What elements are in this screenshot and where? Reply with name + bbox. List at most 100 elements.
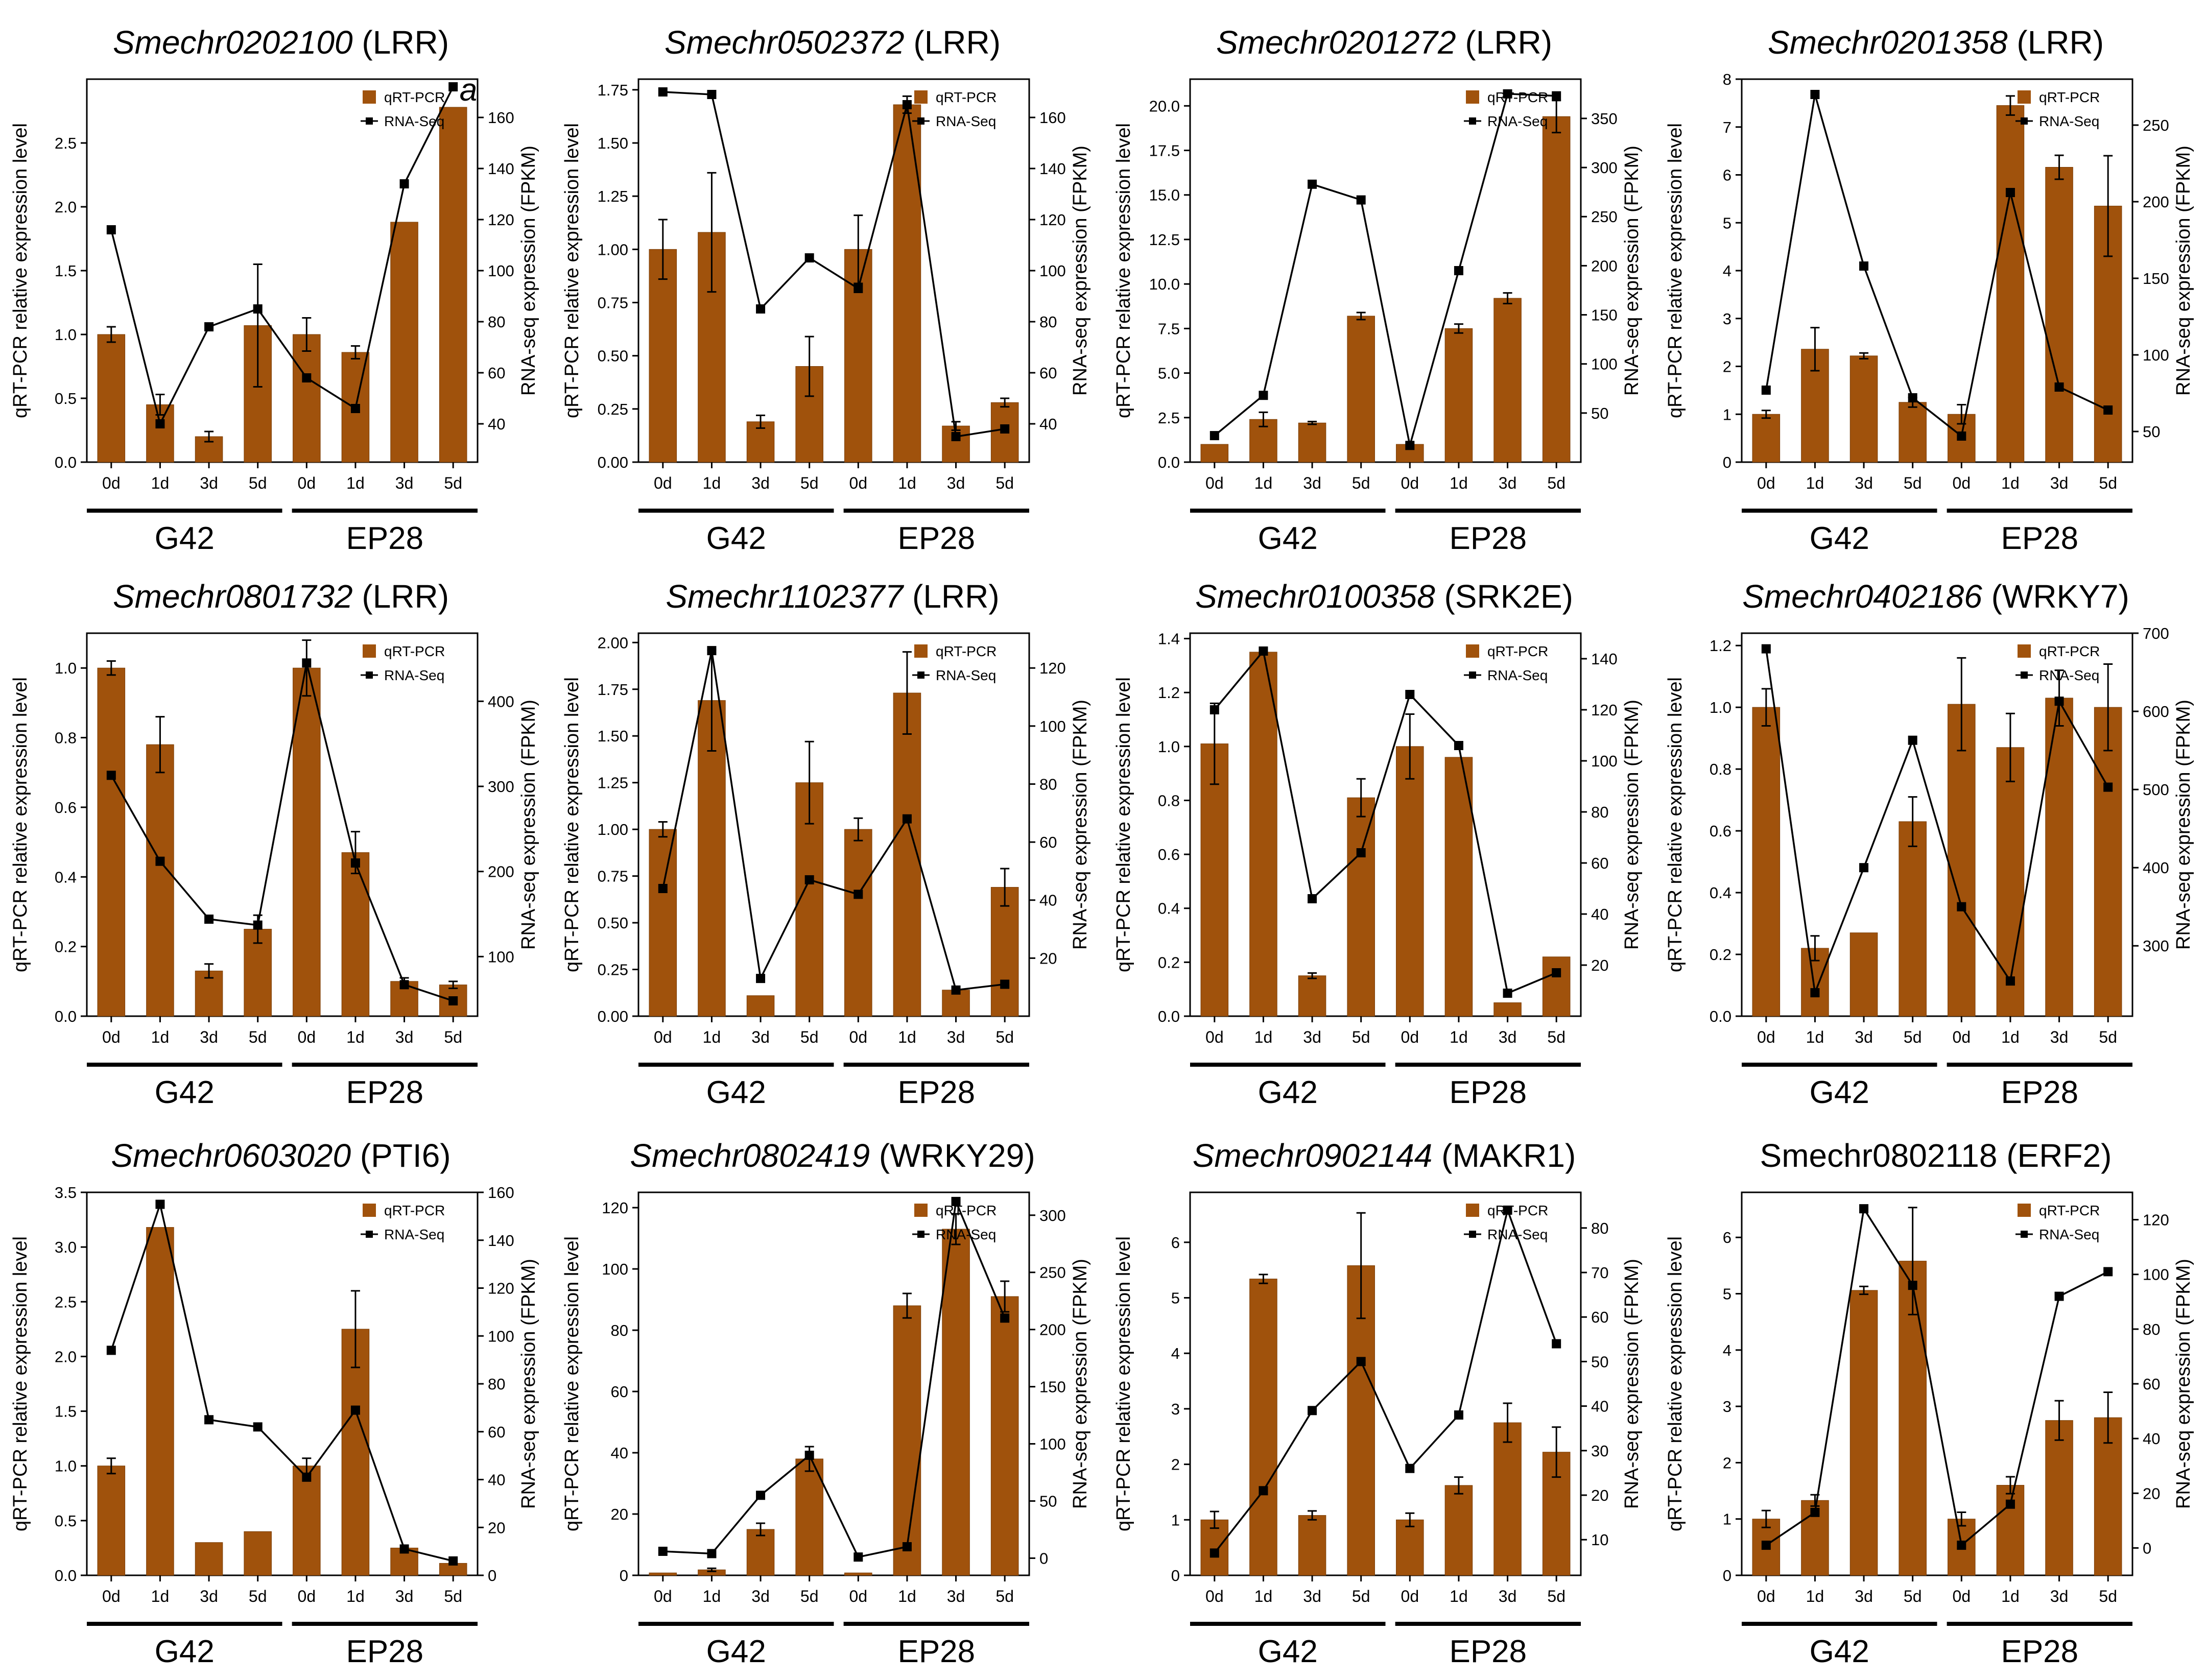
- gene-annotation: (LRR): [903, 578, 999, 615]
- left-tick-label: 6: [1723, 166, 1731, 184]
- x-tick-label: 5d: [444, 1028, 462, 1046]
- rna-seq-point-8: [448, 1556, 458, 1566]
- left-tick-label: 10.0: [1149, 275, 1180, 293]
- left-tick-label: 1.0: [55, 326, 77, 344]
- bar-7: [2045, 167, 2073, 463]
- rna-seq-point-2: [707, 646, 717, 656]
- x-tick-label: 3d: [1303, 1587, 1321, 1605]
- rna-seq-point-4: [253, 920, 263, 930]
- group-label: EP28: [1449, 1075, 1527, 1110]
- right-tick-label: 300: [488, 778, 514, 796]
- chart-panel-8: Smechr0402186 (WRKY7) 0.0 0.2 0.4 0.6 0.8 1.0 1…: [1665, 578, 2194, 1110]
- right-tick-label: 40: [488, 1471, 505, 1489]
- rna-seq-point-2: [707, 90, 717, 99]
- x-tick-label: 1d: [1806, 1028, 1824, 1046]
- left-tick-label: 1.50: [598, 134, 628, 152]
- right-tick-label: 300: [1039, 1207, 1066, 1225]
- x-tick-label: 5d: [1352, 474, 1370, 492]
- rna-seq-point-8: [2103, 782, 2113, 792]
- right-tick-label: 700: [2143, 625, 2169, 642]
- left-tick-label: 0: [1723, 453, 1731, 471]
- bar-5: [844, 829, 872, 1017]
- legend-bar-swatch: [914, 1204, 928, 1217]
- right-tick-label: 40: [1039, 415, 1057, 433]
- rna-seq-line: [1765, 649, 2109, 996]
- gene-annotation: (PTI6): [351, 1137, 451, 1174]
- left-tick-label: 0.0: [55, 453, 77, 471]
- x-tick-label: 0d: [654, 474, 672, 492]
- bar-3: [1849, 932, 1878, 1017]
- legend-line-label: RNA-Seq: [936, 667, 996, 683]
- x-tick-label: 0d: [1205, 1028, 1224, 1046]
- legend-line-label: RNA-Seq: [2039, 113, 2099, 129]
- left-tick-label: 0.75: [598, 868, 628, 885]
- left-tick-label: 100: [602, 1260, 628, 1278]
- group-label: EP28: [897, 521, 975, 556]
- gene-name: Smechr0201272: [1216, 24, 1456, 61]
- x-tick-label: 1d: [1450, 1028, 1468, 1046]
- x-tick-label: 0d: [654, 1587, 672, 1605]
- legend-bar-swatch: [1466, 90, 1479, 104]
- right-tick-label: 120: [1039, 211, 1066, 229]
- rna-seq-point-6: [902, 100, 912, 109]
- bar-8: [2094, 1417, 2122, 1576]
- bar-1: [97, 667, 126, 1017]
- rna-seq-point-8: [448, 996, 458, 1005]
- left-axis-title: qRT-PCR relative expression level: [1113, 123, 1134, 418]
- right-tick-label: 60: [488, 364, 505, 382]
- left-tick-label: 0.4: [1710, 884, 1731, 902]
- right-tick-label: 0: [488, 1567, 496, 1585]
- legend-line-marker: [917, 1231, 924, 1238]
- x-tick-label: 3d: [947, 474, 965, 492]
- legend-line-marker: [366, 671, 373, 679]
- rna-seq-point-7: [399, 980, 409, 990]
- legend-line-label: RNA-Seq: [2039, 1227, 2099, 1242]
- x-tick-label: 5d: [1904, 1028, 1922, 1046]
- x-tick-label: 0d: [849, 474, 868, 492]
- right-tick-label: 140: [488, 1232, 514, 1250]
- rna-seq-point-6: [902, 814, 912, 824]
- gene-name: Smechr1102377: [666, 578, 904, 615]
- x-tick-label: 3d: [751, 474, 770, 492]
- x-tick-label: 3d: [2050, 474, 2069, 492]
- left-tick-label: 0.2: [55, 938, 77, 956]
- legend-line-marker: [1469, 1231, 1476, 1238]
- bar-4: [1347, 797, 1375, 1017]
- x-tick-label: 0d: [1205, 474, 1224, 492]
- right-tick-label: 50: [2143, 423, 2160, 441]
- x-tick-label: 0d: [1953, 1028, 1971, 1046]
- plot-frame: [1189, 1191, 1582, 1576]
- right-tick-label: 100: [488, 1327, 514, 1345]
- left-tick-label: 1.25: [598, 774, 628, 792]
- left-tick-label: 0.6: [1710, 822, 1731, 840]
- left-tick-label: 0.6: [1158, 846, 1180, 863]
- rna-seq-point-2: [155, 856, 165, 866]
- rna-seq-point-5: [853, 890, 863, 899]
- x-tick-label: 0d: [298, 474, 316, 492]
- right-axis-title: RNA-seq expression (FPKM): [518, 700, 539, 950]
- left-tick-label: 7: [1723, 118, 1731, 136]
- rna-seq-point-7: [1503, 89, 1512, 99]
- bar-6: [893, 692, 921, 1017]
- right-tick-label: 20: [488, 1519, 505, 1537]
- legend-bar-label: qRT-PCR: [1487, 89, 1548, 105]
- legend-line-label: RNA-Seq: [1487, 1227, 1548, 1242]
- bar-5: [293, 667, 321, 1017]
- rna-seq-line: [110, 86, 454, 426]
- left-tick-label: 4: [1723, 1341, 1731, 1359]
- rna-seq-point-1: [106, 225, 116, 234]
- left-tick-label: 0: [1171, 1567, 1180, 1585]
- rna-seq-point-1: [106, 771, 116, 780]
- bar-5: [844, 1572, 872, 1576]
- rna-seq-point-8: [2103, 405, 2113, 415]
- x-tick-label: 1d: [1450, 1587, 1468, 1605]
- group-label: G42: [1810, 1075, 1869, 1110]
- bar-5: [293, 334, 321, 463]
- right-tick-label: 20: [1039, 949, 1057, 967]
- gene-annotation: (LRR): [353, 578, 449, 615]
- gene-annotation: (MAKR1): [1432, 1137, 1576, 1174]
- x-tick-label: 5d: [1352, 1028, 1370, 1046]
- rna-seq-point-2: [155, 1199, 165, 1209]
- right-tick-label: 140: [488, 160, 514, 178]
- rna-seq-point-5: [853, 284, 863, 293]
